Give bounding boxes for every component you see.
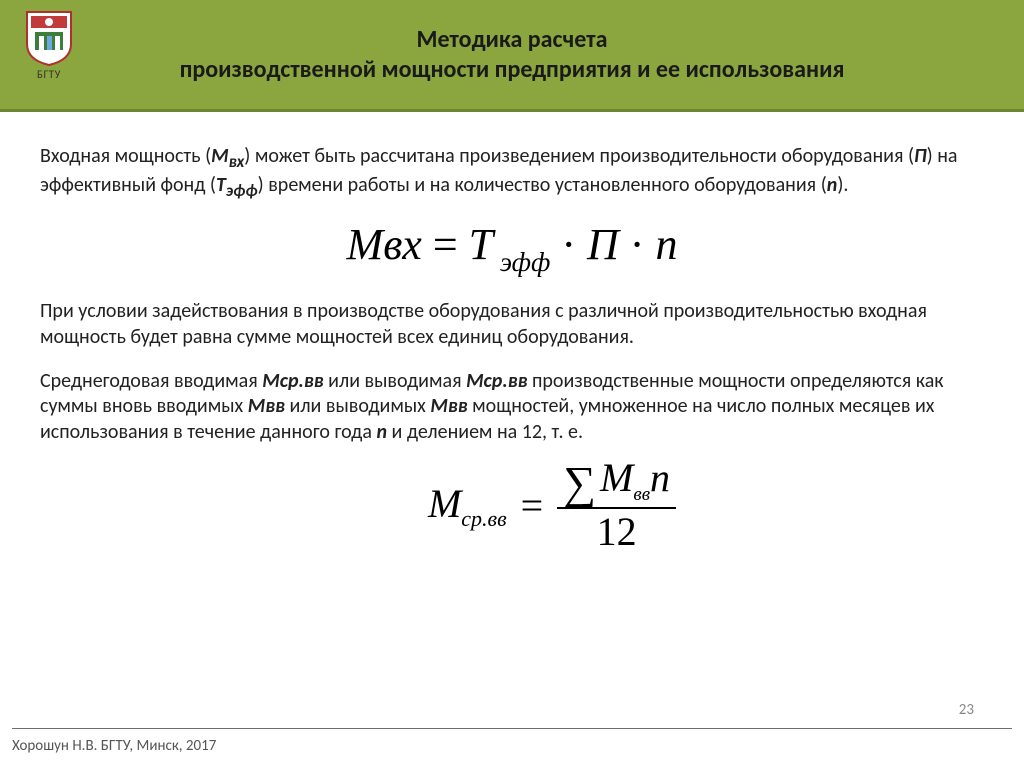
formula-input-capacity: Мвх = Т эфф · П · n [40, 217, 984, 278]
logo-block: БГТУ [25, 8, 73, 81]
footer-divider [12, 728, 1012, 729]
slide-header: БГТУ Методика расчета производственной м… [0, 0, 1024, 112]
paragraph-2: При условии задействования в производств… [40, 299, 984, 350]
title-line-1: Методика расчета [20, 25, 1004, 55]
university-logo [25, 8, 73, 66]
slide-title: Методика расчета производственной мощнос… [0, 25, 1024, 85]
slide-content: Входная мощность (Мвх) может быть рассчи… [0, 112, 1024, 553]
paragraph-1: Входная мощность (Мвх) может быть рассчи… [40, 144, 984, 203]
formula-avg-capacity: Мср.вв = ∑ Мввn 12 [40, 457, 984, 553]
title-line-2: производственной мощности предприятия и … [20, 55, 1004, 85]
formula2-fraction: ∑ Мввn 12 [557, 457, 676, 553]
footer-author: Хорошун Н.В. БГТУ, Минск, 2017 [12, 737, 216, 755]
page-number: 23 [959, 701, 974, 719]
formula2-lhs: Мср.вв [428, 478, 507, 533]
logo-label: БГТУ [25, 68, 73, 81]
paragraph-3: Среднегодовая вводимая Мср.вв или выводи… [40, 369, 984, 446]
